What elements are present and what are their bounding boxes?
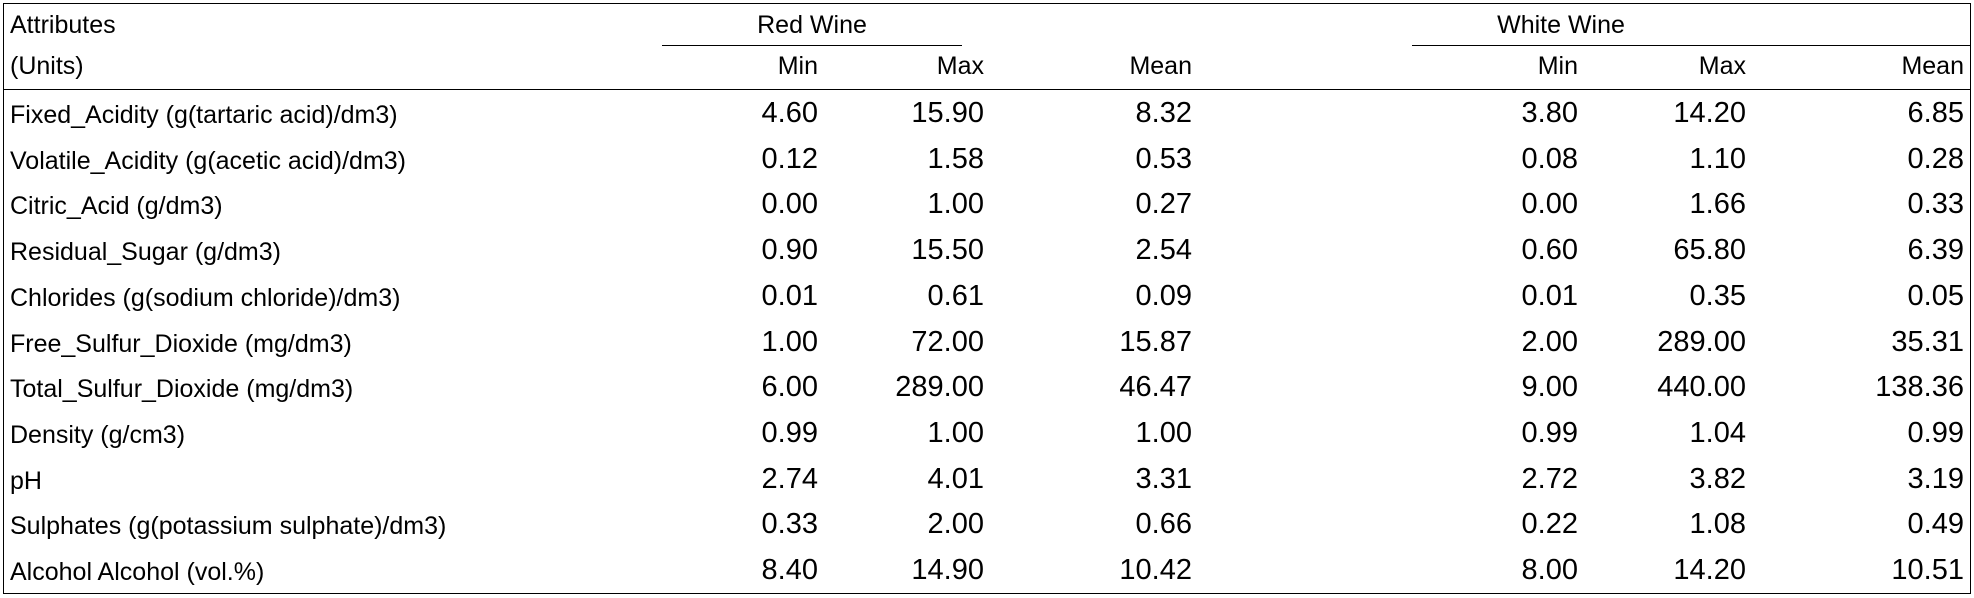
red-max-value: 0.61 [927,279,984,312]
red-min-value: 0.90 [761,234,818,267]
white-max-value: 14.20 [1673,554,1746,586]
red-mean-value: 15.87 [1119,325,1192,358]
red-mean-header: Mean [1129,52,1192,80]
white-min-value: 0.60 [1521,234,1578,267]
attribute-label: Free_Sulfur_Dioxide (mg/dm3) [10,329,352,358]
white-min-value: 2.72 [1521,462,1578,495]
red-mean-value: 3.31 [1135,462,1192,495]
red-min-value: 0.12 [761,142,818,175]
white-mean-value: 6.85 [1907,97,1964,129]
red-max-value: 1.00 [927,188,984,221]
white-mean-value: 0.28 [1907,142,1964,175]
white-max-header: Max [1698,52,1746,80]
red-max-value: 4.01 [927,462,984,495]
red-min-value: 1.00 [761,325,818,358]
red-mean-value: 1.00 [1135,416,1192,449]
attribute-label: Sulphates (g(potassium sulphate)/dm3) [10,512,447,541]
red-mean-value: 0.66 [1135,508,1192,541]
white-mean-value: 0.33 [1907,188,1964,221]
white-wine-group-header: White Wine [1497,11,1625,39]
attribute-label: Total_Sulfur_Dioxide (mg/dm3) [10,375,354,404]
white-min-value: 9.00 [1521,371,1578,404]
white-max-value: 1.04 [1689,416,1746,449]
red-mean-value: 46.47 [1119,371,1192,404]
attribute-label: Citric_Acid (g/dm3) [10,192,223,221]
white-max-value: 1.10 [1689,142,1746,175]
red-mean-value: 2.54 [1135,234,1192,267]
white-max-value: 1.08 [1689,508,1746,541]
red-max-value: 289.00 [895,371,984,404]
attribute-label: Residual_Sugar (g/dm3) [10,238,281,267]
white-min-value: 0.99 [1521,416,1578,449]
red-max-header: Max [936,52,984,80]
red-wine-group-header: Red Wine [757,11,867,39]
white-min-value: 8.00 [1521,554,1578,586]
attribute-label: pH [10,466,42,495]
white-min-value: 0.08 [1521,142,1578,175]
red-min-header: Min [777,52,818,80]
white-mean-header: Mean [1901,52,1964,80]
white-mean-value: 0.49 [1907,508,1964,541]
white-min-value: 0.00 [1521,188,1578,221]
red-mean-value: 0.09 [1135,279,1192,312]
red-max-value: 72.00 [911,325,984,358]
white-max-value: 440.00 [1657,371,1746,404]
white-max-value: 289.00 [1657,325,1746,358]
attribute-label: Volatile_Acidity (g(acetic acid)/dm3) [10,146,406,175]
units-header: (Units) [10,52,84,80]
white-min-value: 3.80 [1521,97,1578,129]
white-mean-value: 0.99 [1907,416,1964,449]
red-min-value: 0.00 [761,188,818,221]
white-max-value: 14.20 [1673,97,1746,129]
red-min-value: 8.40 [761,554,818,586]
red-min-value: 0.01 [761,279,818,312]
attribute-label: Chlorides (g(sodium chloride)/dm3) [10,283,401,312]
red-mean-value: 0.53 [1135,142,1192,175]
header-bottom-rule [4,89,1970,90]
white-mean-value: 3.19 [1907,462,1964,495]
white-wine-group-underline [1412,45,1970,46]
white-min-header: Min [1537,52,1578,80]
red-min-value: 0.33 [761,508,818,541]
white-min-value: 2.00 [1521,325,1578,358]
attribute-label: Density (g/cm3) [10,420,186,449]
red-max-value: 2.00 [927,508,984,541]
white-max-value: 0.35 [1689,279,1746,312]
white-min-value: 0.01 [1521,279,1578,312]
red-wine-group-underline [662,45,962,46]
red-max-value: 1.00 [927,416,984,449]
red-min-value: 2.74 [761,462,818,495]
white-mean-value: 35.31 [1891,325,1964,358]
white-max-value: 65.80 [1673,234,1746,267]
white-mean-value: 0.05 [1907,279,1964,312]
attributes-header: Attributes [10,11,116,39]
red-max-value: 15.50 [911,234,984,267]
red-mean-value: 0.27 [1135,188,1192,221]
white-max-value: 3.82 [1689,462,1746,495]
red-max-value: 15.90 [911,97,984,129]
red-min-value: 0.99 [761,416,818,449]
red-max-value: 14.90 [911,554,984,586]
white-mean-value: 138.36 [1875,371,1964,404]
wine-attributes-table: Attributes (Units) Red Wine White Wine M… [3,3,1971,594]
white-max-value: 1.66 [1689,188,1746,221]
attribute-label: Fixed_Acidity (g(tartaric acid)/dm3) [10,101,398,129]
white-mean-value: 10.51 [1891,554,1964,586]
red-max-value: 1.58 [927,142,984,175]
attribute-label: Alcohol Alcohol (vol.%) [10,558,265,586]
red-mean-value: 10.42 [1119,554,1192,586]
red-min-value: 6.00 [761,371,818,404]
white-min-value: 0.22 [1521,508,1578,541]
red-min-value: 4.60 [761,97,818,129]
red-mean-value: 8.32 [1135,97,1192,129]
white-mean-value: 6.39 [1907,234,1964,267]
